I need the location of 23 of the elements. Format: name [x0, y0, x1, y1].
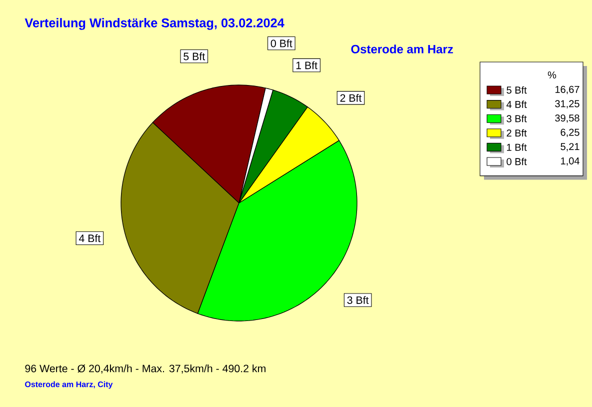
legend-title: % [548, 71, 556, 78]
chart-title: Verteilung Windstärke Samstag, 03.02.2024 [24, 18, 284, 30]
data-label: 16,67 [555, 86, 580, 94]
chart-subtitle: Osterode am Harz [351, 44, 453, 54]
text: Osterode am Harz, City [25, 381, 113, 389]
slice-label: 2 Bft [340, 94, 362, 102]
legend-label: 2 Bft [506, 129, 527, 137]
category-label: 0 Bft [270, 39, 292, 48]
slice-label: 3 Bft [347, 296, 369, 304]
legend-label: 1 Bft [507, 144, 527, 151]
legend-label: 5 Bft [506, 86, 527, 94]
slice-label: 1 Bft [296, 61, 318, 70]
text: 96 Werte - Ø 20,4km/h - Max. 37,5km/h - 490.2 km [25, 364, 266, 374]
legend-label: 3 Bft [506, 114, 527, 122]
slice-label: 5 Bft [184, 52, 206, 60]
data-label: 1,04 [561, 157, 580, 166]
data-label: 6,25 [560, 128, 580, 138]
data-label: 5,21 [560, 143, 580, 152]
legend-label: 0 Bft [506, 158, 527, 166]
data-label: 31,25 [555, 100, 580, 108]
slice-label: 4 Bft [78, 234, 101, 242]
legend-label: 4 Bft [506, 100, 527, 108]
data-label: 39,58 [555, 114, 580, 123]
